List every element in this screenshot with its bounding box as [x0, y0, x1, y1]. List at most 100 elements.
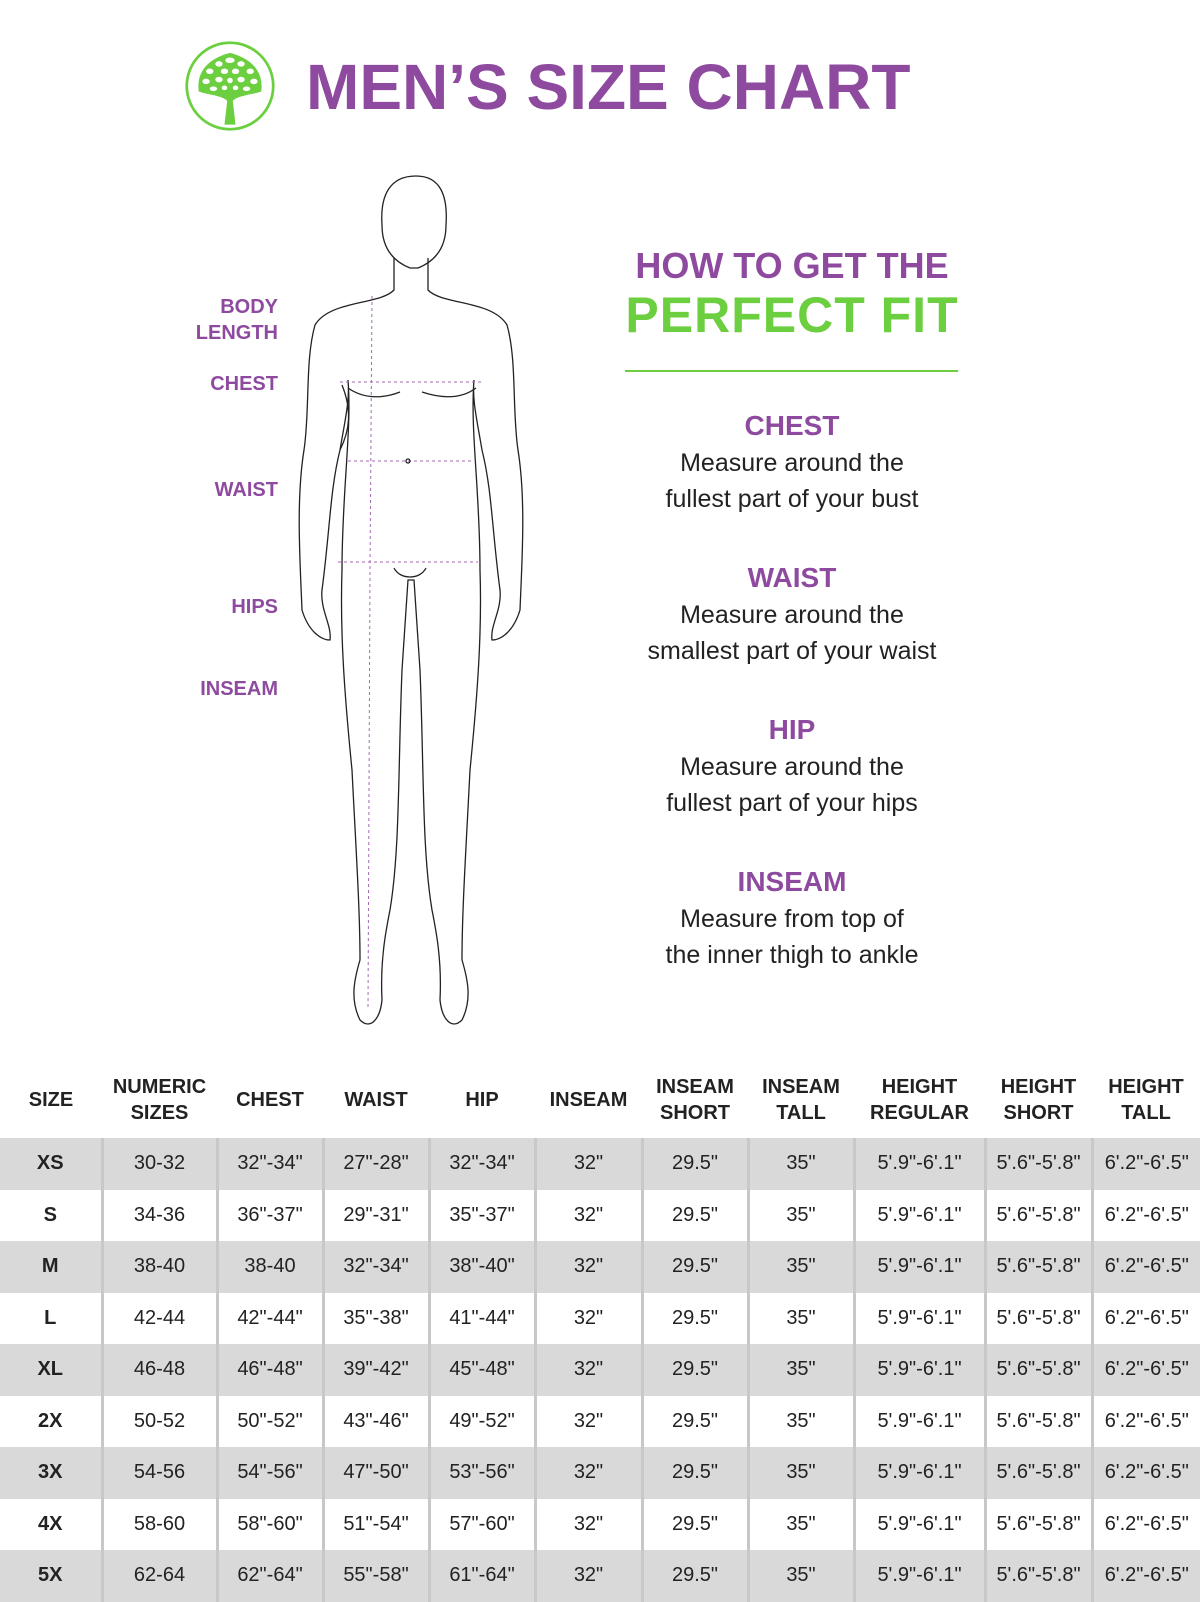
column-header-text: SIZE	[28, 1089, 74, 1111]
table-cell: 29.5"	[640, 1241, 748, 1293]
table-row: XS 30-32 32"-34" 27"-28" 32"-34" 32" 29.5" 35" 5…	[0, 1138, 1200, 1190]
table-cell: 58"-60"	[215, 1498, 323, 1550]
table-cell: 5'.9"-6'.1"	[852, 1189, 985, 1241]
table-cell: 5'.6"-5'.8"	[983, 1395, 1092, 1447]
tip-hip: HIP Measure around the fullest part of yo…	[592, 713, 992, 821]
table-cell: 6'.2"-6'.5"	[1090, 1189, 1200, 1241]
tip-title: HIP	[768, 714, 816, 745]
table-cell: 29.5"	[640, 1447, 748, 1499]
column-header: HEIGHT SHORT	[985, 1062, 1092, 1138]
tip-text: fullest part of your hips	[666, 789, 918, 817]
tip-text: Measure around the	[680, 601, 904, 629]
table-cell: 5'.9"-6'.1"	[852, 1241, 985, 1293]
table-cell: 62-64	[100, 1550, 217, 1602]
label-body-length-line1: BODY	[220, 296, 278, 318]
table-cell: 58-60	[100, 1498, 217, 1550]
table-cell: 54-56	[100, 1447, 217, 1499]
tip-inseam: INSEAM Measure from top of the inner thig…	[592, 865, 992, 973]
size-cell: 2X	[0, 1395, 102, 1447]
table-cell: 6'.2"-6'.5"	[1090, 1498, 1200, 1550]
column-header-text: INSEAM	[656, 1076, 734, 1098]
size-cell: S	[0, 1189, 102, 1241]
table-cell: 38-40	[100, 1241, 217, 1293]
table-cell: 38"-40"	[427, 1241, 535, 1293]
table-cell: 32"	[533, 1498, 642, 1550]
table-cell: 5'.9"-6'.1"	[852, 1498, 985, 1550]
size-cell: L	[0, 1292, 102, 1344]
table-row: 5X 62-64 62"-64" 55"-58" 61"-64" 32" 29.5" 35" 5…	[0, 1550, 1200, 1602]
table-row: S 34-36 36"-37" 29"-31" 35"-37" 32" 29.5" 35" 5'…	[0, 1189, 1200, 1241]
column-header-text: WAIST	[344, 1089, 408, 1111]
column-header-text: HEIGHT	[1000, 1076, 1077, 1098]
column-header-text: REGULAR	[870, 1102, 969, 1124]
tip-text: fullest part of your bust	[665, 485, 919, 513]
table-cell: 32"	[533, 1138, 642, 1190]
label-body-length-line2: LENGTH	[195, 322, 278, 344]
table-cell: 6'.2"-6'.5"	[1090, 1395, 1200, 1447]
table-row: 3X 54-56 54"-56" 47"-50" 53"-56" 32" 29.5" 35" 5…	[0, 1447, 1200, 1499]
column-header: INSEAM	[535, 1062, 642, 1138]
table-cell: 32"	[533, 1189, 642, 1241]
size-cell: XL	[0, 1344, 102, 1396]
column-header-text: SIZES	[130, 1102, 189, 1124]
guide-heading-2: PERFECT FIT	[625, 287, 959, 343]
table-cell: 35"	[746, 1550, 854, 1602]
column-header: CHEST	[217, 1062, 323, 1138]
table-cell: 41"-44"	[427, 1292, 535, 1344]
table-cell: 32"-34"	[321, 1241, 429, 1293]
column-header-text: SHORT	[1003, 1102, 1074, 1124]
table-cell: 29.5"	[640, 1189, 748, 1241]
table-row: L 42-44 42"-44" 35"-38" 41"-44" 32" 29.5" 35" 5'…	[0, 1292, 1200, 1344]
table-cell: 29.5"	[640, 1550, 748, 1602]
table-header-row: SIZE NUMERIC SIZES CHEST WAIST HIP INSEAM INSEA…	[0, 1062, 1200, 1138]
label-waist: WAIST	[214, 479, 278, 501]
tip-text: Measure around the	[680, 449, 904, 477]
table-cell: 35"	[746, 1189, 854, 1241]
tip-text: smallest part of your waist	[647, 637, 937, 665]
table-cell: 50"-52"	[215, 1395, 323, 1447]
table-cell: 32"-34"	[215, 1138, 323, 1190]
table-row: M 38-40 38-40 32"-34" 38"-40" 32" 29.5" 35" 5'.9…	[0, 1241, 1200, 1293]
column-header-text: INSEAM	[549, 1089, 628, 1111]
column-header: INSEAM SHORT	[642, 1062, 748, 1138]
column-header: HIP	[429, 1062, 535, 1138]
table-cell: 36"-37"	[215, 1189, 323, 1241]
table-cell: 42"-44"	[215, 1292, 323, 1344]
table-row: 2X 50-52 50"-52" 43"-46" 49"-52" 32" 29.5" 35" 5…	[0, 1395, 1200, 1447]
table-cell: 5'.6"-5'.8"	[983, 1292, 1092, 1344]
guide-heading-1: HOW TO GET THE	[635, 245, 949, 286]
table-cell: 46-48	[100, 1344, 217, 1396]
table-cell: 35"	[746, 1498, 854, 1550]
column-header: HEIGHT TALL	[1092, 1062, 1200, 1138]
table-cell: 35"	[746, 1292, 854, 1344]
table-cell: 46"-48"	[215, 1344, 323, 1396]
table-cell: 53"-56"	[427, 1447, 535, 1499]
table-cell: 6'.2"-6'.5"	[1090, 1550, 1200, 1602]
body-figure-illustration	[298, 175, 524, 1025]
table-cell: 6'.2"-6'.5"	[1090, 1241, 1200, 1293]
table-cell: 32"	[533, 1241, 642, 1293]
table-cell: 35"-38"	[321, 1292, 429, 1344]
column-header: NUMERIC SIZES	[102, 1062, 217, 1138]
table-cell: 29.5"	[640, 1344, 748, 1396]
size-cell: XS	[0, 1138, 102, 1190]
table-cell: 47"-50"	[321, 1447, 429, 1499]
tree-logo-icon	[185, 41, 275, 131]
column-header-text: HEIGHT	[1108, 1076, 1184, 1098]
tip-text: Measure around the	[680, 753, 904, 781]
table-cell: 29.5"	[640, 1138, 748, 1190]
table-cell: 5'.6"-5'.8"	[983, 1344, 1092, 1396]
table-cell: 62"-64"	[215, 1550, 323, 1602]
table-cell: 5'.6"-5'.8"	[983, 1138, 1092, 1190]
label-hips: HIPS	[231, 596, 278, 618]
table-cell: 6'.2"-6'.5"	[1090, 1292, 1200, 1344]
table-cell: 55"-58"	[321, 1550, 429, 1602]
table-cell: 5'.9"-6'.1"	[852, 1292, 985, 1344]
table-row: 4X 58-60 58"-60" 51"-54" 57"-60" 32" 29.5" 35" 5…	[0, 1498, 1200, 1550]
table-cell: 35"	[746, 1447, 854, 1499]
table-cell: 45"-48"	[427, 1344, 535, 1396]
table-cell: 5'.9"-6'.1"	[852, 1550, 985, 1602]
table-cell: 5'.6"-5'.8"	[983, 1550, 1092, 1602]
table-cell: 5'.6"-5'.8"	[983, 1498, 1092, 1550]
table-cell: 6'.2"-6'.5"	[1090, 1138, 1200, 1190]
